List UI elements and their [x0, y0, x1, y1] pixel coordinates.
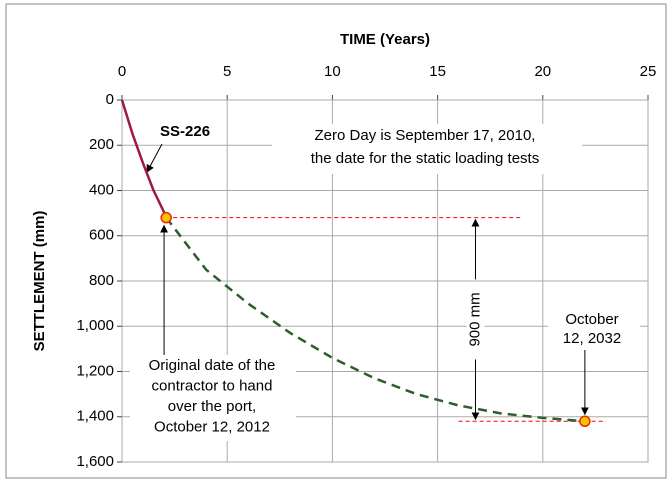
annotation: Original date of the	[149, 357, 276, 374]
y-tick-label: 1,400	[76, 408, 114, 425]
annotation: Zero Day is September 17, 2010,	[315, 127, 536, 144]
series-line	[165, 216, 585, 423]
annotation: contractor to hand	[152, 377, 273, 394]
x-tick-label: 20	[534, 63, 551, 80]
y-tick-label: 400	[89, 181, 114, 198]
y-tick-label: 1,600	[76, 453, 114, 470]
annotation: the date for the static loading tests	[311, 150, 539, 167]
x-axis-title: TIME (Years)	[340, 31, 430, 48]
annotation-bg	[548, 312, 640, 348]
y-tick-label: 1,000	[76, 317, 114, 334]
x-tick-label: 0	[118, 63, 126, 80]
annotation: SS-226	[160, 123, 210, 140]
y-tick-label: 200	[89, 136, 114, 153]
annotation: over the port,	[168, 398, 256, 415]
annotation-bg	[466, 281, 485, 358]
point-marker	[579, 415, 591, 428]
annotation-bg	[272, 124, 582, 174]
x-tick-label: 15	[429, 63, 446, 80]
x-tick-label: 10	[324, 63, 341, 80]
annotation-bg	[130, 355, 296, 441]
x-tick-label: 5	[223, 63, 231, 80]
y-tick-label: 600	[89, 227, 114, 244]
annotation: October	[565, 311, 618, 328]
annotation: 12, 2032	[563, 330, 621, 347]
x-tick-label: 25	[640, 63, 657, 80]
pointer-arrow	[146, 143, 163, 173]
y-axis-title: SETTLEMENT (mm)	[31, 211, 48, 352]
y-tick-label: 1,200	[76, 362, 114, 379]
series-line	[120, 99, 168, 218]
annotation: 900 mm	[466, 292, 483, 346]
y-tick-label: 800	[89, 272, 114, 289]
y-tick-label: 0	[106, 91, 114, 108]
annotation: October 12, 2012	[154, 418, 270, 435]
point-marker	[160, 211, 172, 224]
